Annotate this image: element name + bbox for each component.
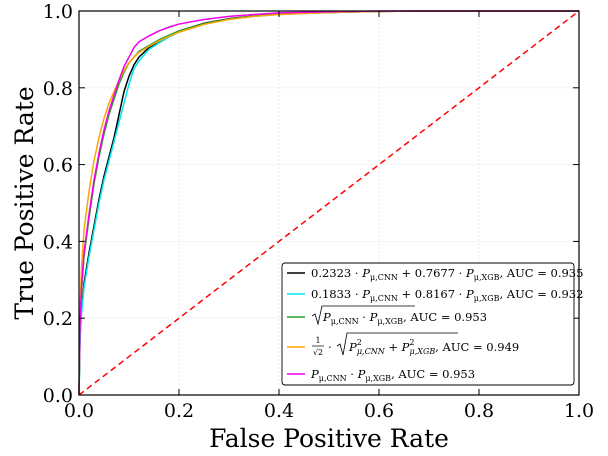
x-tick-label: 0.8 <box>464 400 494 422</box>
y-tick-label: 0.6 <box>43 155 73 177</box>
legend-entry-3: P2 μ,CNN + P2 μ,XGB, AUC = 0.949 <box>348 338 519 356</box>
legend-sqrt-sign-3 <box>336 332 458 356</box>
y-axis-title: True Positive Rate <box>10 86 39 319</box>
reference-diagonal-layer <box>78 10 580 396</box>
x-tick-label: 1.0 <box>564 400 594 422</box>
x-tick-label: 0.2 <box>164 400 194 422</box>
plot-frame <box>78 10 580 396</box>
y-tick-label: 0.0 <box>43 385 73 407</box>
legend-entry-2: Pμ,CNN · Pμ,XGB, AUC = 0.953 <box>322 310 487 326</box>
legend: 0.2323 · Pμ,CNN + 0.7677 · Pμ,XGB, AUC =… <box>281 262 583 386</box>
legend-entry-4: Pμ,CNN · Pμ,XGB, AUC = 0.953 <box>310 367 475 383</box>
x-axis-title: False Positive Rate <box>209 424 449 453</box>
y-tick-label: 1.0 <box>43 1 73 23</box>
y-tick-label: 0.4 <box>43 231 73 253</box>
y-tick-label: 0.2 <box>43 308 73 330</box>
y-tick-label: 0.8 <box>43 78 73 100</box>
series-layer <box>78 10 579 396</box>
x-tick-label: 0.4 <box>264 400 294 422</box>
x-tick-label: 0.6 <box>364 400 394 422</box>
legend-entry-1: 0.1833 · Pμ,CNN + 0.8167 · Pμ,XGB, AUC =… <box>311 287 583 303</box>
legend-entry-3-dot: · <box>328 340 332 354</box>
legend-entry-0: 0.2323 · Pμ,CNN + 0.7677 · Pμ,XGB, AUC =… <box>311 266 583 282</box>
legend-frac-num-3: 1 <box>315 336 320 345</box>
legend-box <box>281 262 575 386</box>
legend-sqrt-sign-2 <box>311 305 415 326</box>
x-tick-label: 0.0 <box>64 400 94 422</box>
legend-frac-den-3: √2 <box>313 348 323 357</box>
ticks: 0.0 0.2 0.4 0.6 0.8 1.0 0.0 0.2 0.4 0.6 0.8 1.0 <box>43 1 594 422</box>
reference-diagonal-line <box>78 10 580 396</box>
